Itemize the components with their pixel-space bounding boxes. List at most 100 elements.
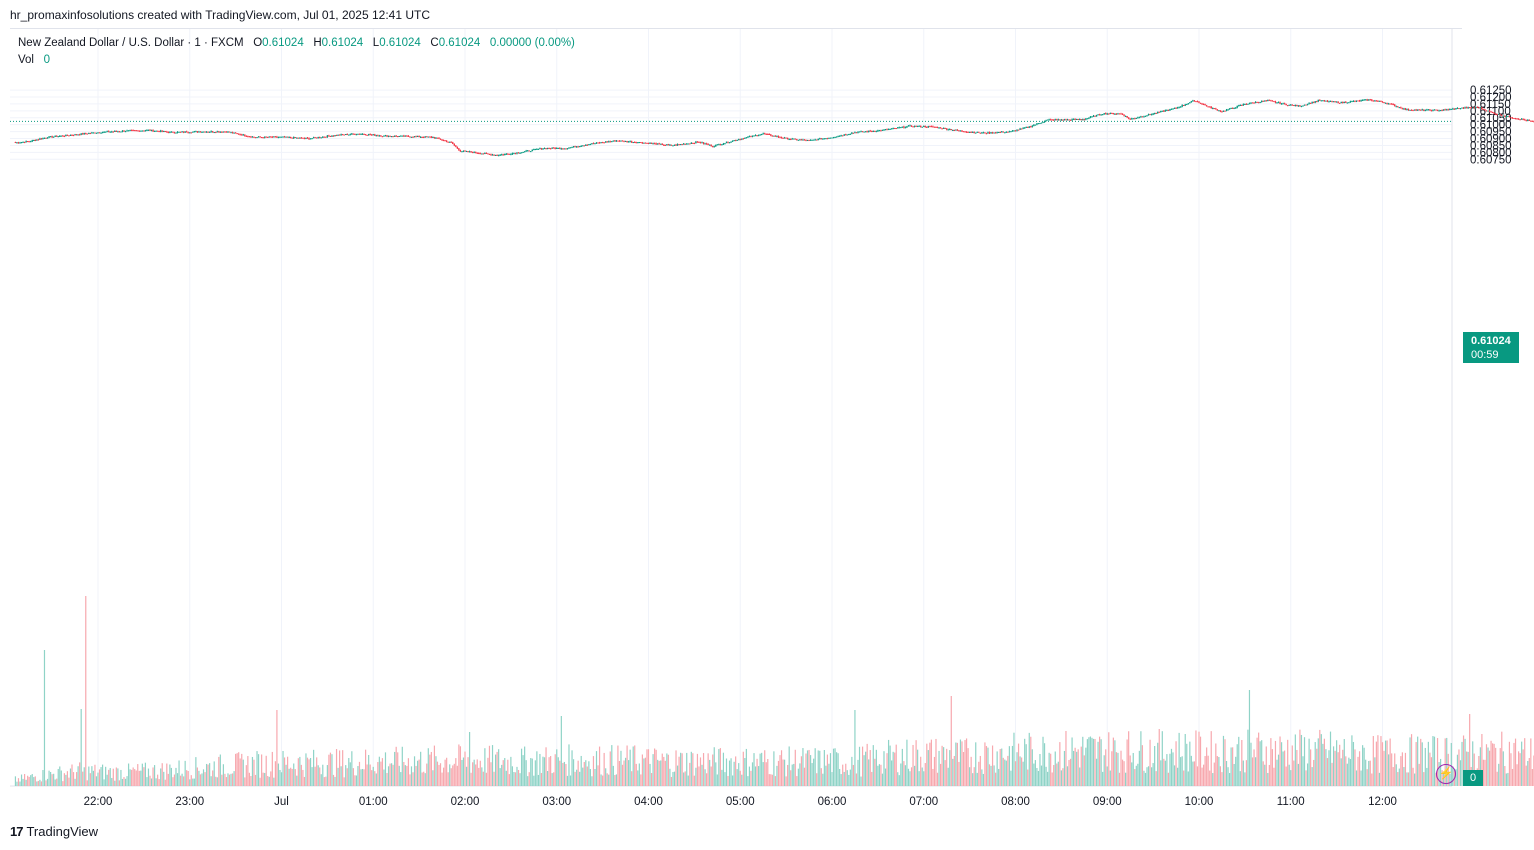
candle-body	[283, 136, 286, 138]
volume-bar	[1045, 766, 1047, 786]
volume-bar	[59, 766, 61, 786]
candle-body	[840, 135, 842, 137]
candle-body	[286, 136, 289, 138]
volume-bar	[842, 764, 844, 786]
volume-bar	[780, 750, 783, 786]
volume-bar	[1091, 737, 1093, 786]
volume-bar	[1008, 746, 1010, 786]
candle-body	[352, 133, 355, 135]
candle-body	[985, 133, 988, 135]
candle-body	[329, 136, 332, 138]
candle-body	[31, 140, 33, 142]
candle-body	[1371, 99, 1373, 101]
candle-body	[1150, 114, 1153, 116]
volume-bar	[845, 763, 847, 786]
candle-body	[1380, 100, 1382, 102]
candle-body	[1368, 99, 1370, 101]
volume-bar	[1527, 760, 1529, 786]
chart-pane[interactable]	[10, 28, 1462, 787]
candle-body	[1401, 108, 1404, 110]
candle-body	[432, 137, 434, 139]
volume-bar	[273, 777, 275, 786]
volume-bar	[24, 774, 26, 786]
volume-bar	[143, 767, 145, 786]
volume-bar	[1332, 746, 1335, 786]
volume-bar	[56, 778, 58, 786]
candle-body	[1233, 108, 1235, 110]
candle-body	[123, 130, 125, 132]
volume-bar	[748, 766, 751, 786]
candle-body	[1439, 110, 1442, 112]
candle-body	[89, 133, 92, 135]
candle-body	[942, 127, 945, 129]
volume-bar	[442, 767, 445, 786]
volume-label[interactable]: Vol	[18, 54, 34, 66]
candle-body	[195, 131, 197, 133]
candle-body	[349, 134, 352, 136]
volume-bar	[380, 761, 382, 786]
candle-body	[924, 126, 926, 128]
candle-body	[309, 138, 312, 140]
candle-body	[1129, 118, 1131, 120]
candle-body	[786, 137, 789, 140]
candle-body	[253, 136, 255, 138]
volume-bar	[719, 748, 721, 786]
volume-bar	[1323, 738, 1325, 786]
volume-bar	[1420, 738, 1422, 786]
volume-bar	[1473, 753, 1475, 786]
candle-body	[548, 148, 550, 150]
volume-bar	[924, 763, 926, 786]
volume-bar	[1400, 756, 1402, 786]
volume-bar	[40, 781, 43, 786]
volume-bar	[1102, 771, 1104, 786]
candle-body	[241, 134, 243, 136]
candle-body	[416, 136, 419, 138]
volume-bar	[371, 770, 373, 786]
candle-body	[91, 132, 93, 134]
volume-bar	[640, 774, 642, 786]
volume-bar	[476, 759, 478, 786]
volume-bar	[848, 774, 850, 786]
volume-bar	[89, 773, 91, 786]
volume-bar	[187, 771, 189, 786]
candle-body	[537, 148, 540, 150]
candle-body	[260, 137, 263, 139]
candle-body	[471, 152, 474, 154]
volume-bar	[976, 772, 978, 786]
volume-bar	[706, 773, 708, 786]
volume-bar	[721, 769, 723, 786]
volume-bar	[152, 767, 154, 786]
volume-bar	[1175, 741, 1177, 786]
candle-body	[913, 125, 916, 127]
symbol-description[interactable]: New Zealand Dollar / U.S. Dollar · 1 · F…	[18, 37, 244, 49]
volume-bar	[95, 776, 98, 786]
lightning-icon[interactable]: ⚡	[1436, 764, 1456, 784]
candle-body	[478, 153, 480, 155]
volume-bar	[349, 762, 351, 786]
candle-body	[36, 139, 38, 141]
volume-bar	[1355, 770, 1358, 786]
volume-bar	[30, 775, 32, 786]
candle-body	[552, 147, 555, 149]
candle-body	[485, 152, 488, 154]
candle-body	[1299, 105, 1301, 107]
volume-bar	[1202, 764, 1205, 786]
volume-bar	[1516, 764, 1518, 786]
candle-body	[455, 145, 457, 147]
candle-body	[429, 136, 431, 138]
volume-bar	[1300, 734, 1303, 786]
volume-bar	[1398, 768, 1400, 786]
volume-bar	[202, 769, 205, 786]
volume-bar	[1236, 744, 1238, 786]
candle-body	[1343, 101, 1345, 103]
candle-body	[803, 139, 806, 141]
candle-body	[962, 131, 965, 133]
volume-bar	[227, 773, 229, 786]
candle-body	[1322, 100, 1324, 102]
candle-body	[46, 137, 49, 139]
volume-bar	[898, 775, 900, 786]
candle-body	[1235, 107, 1237, 109]
volume-bar	[774, 776, 777, 786]
candle-body	[501, 154, 503, 156]
